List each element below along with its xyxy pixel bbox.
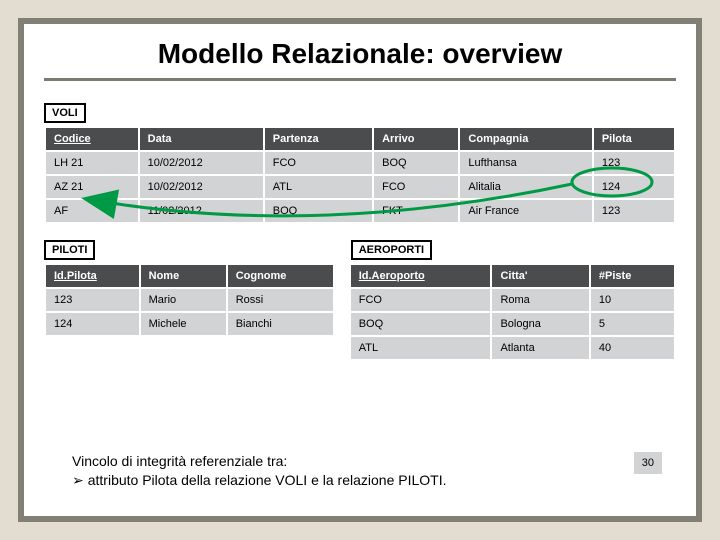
voli-table: CodiceDataPartenzaArrivoCompagniaPilota … <box>44 126 676 224</box>
column-header: Data <box>139 127 264 151</box>
table-cell: FKT <box>373 199 459 223</box>
column-header: Pilota <box>593 127 675 151</box>
table-cell: FCO <box>373 175 459 199</box>
voli-label: VOLI <box>44 103 86 123</box>
bullet-icon: ➢ <box>72 472 84 488</box>
column-header: Citta' <box>491 264 589 288</box>
column-header: Partenza <box>264 127 373 151</box>
column-header: Id.Pilota <box>45 264 140 288</box>
table-cell: ATL <box>264 175 373 199</box>
note-line1: Vincolo di integrità referenziale tra: <box>72 452 446 471</box>
table-cell: BOQ <box>350 312 492 336</box>
table-cell: Roma <box>491 288 589 312</box>
table-cell: FCO <box>350 288 492 312</box>
table-row: AZ 2110/02/2012ATLFCOAlitalia124 <box>45 175 675 199</box>
page-number: 30 <box>632 450 664 476</box>
table-cell: BOQ <box>264 199 373 223</box>
table-row: LH 2110/02/2012FCOBOQLufthansa123 <box>45 151 675 175</box>
table-cell: 10/02/2012 <box>139 175 264 199</box>
table-row: 124MicheleBianchi <box>45 312 334 336</box>
table-cell: Michele <box>140 312 227 336</box>
table-row: 123MarioRossi <box>45 288 334 312</box>
column-header: Cognome <box>227 264 334 288</box>
note-line2: ➢attributo Pilota della relazione VOLI e… <box>72 471 446 490</box>
aeroporti-label: AEROPORTI <box>351 240 432 260</box>
table-cell: 10/02/2012 <box>139 151 264 175</box>
piloti-section: PILOTI Id.PilotaNomeCognome 123MarioRoss… <box>44 240 335 337</box>
piloti-label: PILOTI <box>44 240 95 260</box>
table-row: FCORoma10 <box>350 288 675 312</box>
voli-section: VOLI CodiceDataPartenzaArrivoCompagniaPi… <box>44 103 676 224</box>
table-cell: Air France <box>459 199 592 223</box>
column-header: Id.Aeroporto <box>350 264 492 288</box>
column-header: Arrivo <box>373 127 459 151</box>
column-header: #Piste <box>590 264 675 288</box>
table-cell: ATL <box>350 336 492 360</box>
table-cell: AF <box>45 199 139 223</box>
piloti-table: Id.PilotaNomeCognome 123MarioRossi124Mic… <box>44 263 335 337</box>
table-cell: Bologna <box>491 312 589 336</box>
constraint-note: Vincolo di integrità referenziale tra: ➢… <box>72 452 446 490</box>
table-cell: 123 <box>593 199 675 223</box>
table-cell: 10 <box>590 288 675 312</box>
table-cell: Atlanta <box>491 336 589 360</box>
table-cell: 5 <box>590 312 675 336</box>
column-header: Codice <box>45 127 139 151</box>
table-cell: LH 21 <box>45 151 139 175</box>
table-cell: 124 <box>593 175 675 199</box>
table-cell: 123 <box>45 288 140 312</box>
table-cell: Mario <box>140 288 227 312</box>
table-cell: AZ 21 <box>45 175 139 199</box>
column-header: Nome <box>140 264 227 288</box>
table-cell: 11/02/2012 <box>139 199 264 223</box>
table-cell: Bianchi <box>227 312 334 336</box>
table-cell: Alitalia <box>459 175 592 199</box>
table-row: ATLAtlanta40 <box>350 336 675 360</box>
bottom-row: PILOTI Id.PilotaNomeCognome 123MarioRoss… <box>44 240 676 361</box>
table-cell: BOQ <box>373 151 459 175</box>
table-cell: Rossi <box>227 288 334 312</box>
table-cell: 123 <box>593 151 675 175</box>
page-title: Modello Relazionale: overview <box>44 38 676 81</box>
table-cell: 124 <box>45 312 140 336</box>
table-row: BOQBologna5 <box>350 312 675 336</box>
aeroporti-section: AEROPORTI Id.AeroportoCitta'#Piste FCORo… <box>349 240 676 361</box>
table-row: AF11/02/2012BOQFKTAir France123 <box>45 199 675 223</box>
table-cell: 40 <box>590 336 675 360</box>
column-header: Compagnia <box>459 127 592 151</box>
slide-frame: Modello Relazionale: overview VOLI Codic… <box>18 18 702 522</box>
aeroporti-table: Id.AeroportoCitta'#Piste FCORoma10BOQBol… <box>349 263 676 361</box>
table-cell: Lufthansa <box>459 151 592 175</box>
table-cell: FCO <box>264 151 373 175</box>
